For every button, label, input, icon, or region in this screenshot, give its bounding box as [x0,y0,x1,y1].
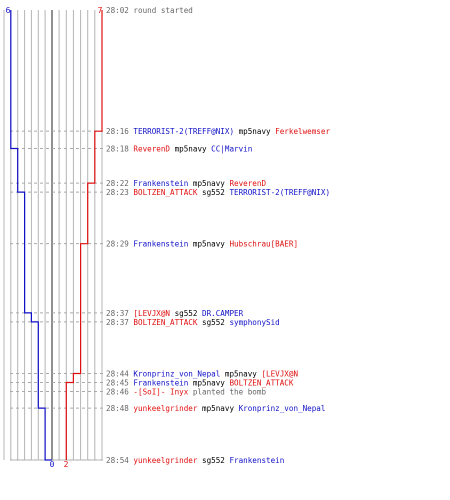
event-row: 28:22 Frankenstein mp5navy ReverenD [106,179,266,188]
event-time: 28:37 [106,309,129,318]
event-weapon: mp5navy [188,378,225,387]
team-a-end-count: 0 [50,460,55,469]
event-killer: TERRORIST-2(TREFF@NIX) [129,127,234,136]
event-row: 28:18 ReverenD mp5navy CC|Marvin [106,144,252,153]
event-log: 28:02 round started 28:16 TERRORIST-2(TRE… [106,6,330,465]
event-row: 28:23 BOLTZEN_ATTACK sg552 TERRORIST-2(T… [106,188,330,197]
event-killer: BOLTZEN_ATTACK [129,318,198,327]
event-weapon: sg552 [197,318,224,327]
event-weapon: sg552 [197,456,224,465]
event-time: 28:23 [106,188,129,197]
event-victim: Frankenstein [225,456,284,465]
event-victim: DR.CAMPER [197,309,243,318]
event-row: 28:44 Kronprinz_von_Nepal mp5navy [LEVJX… [106,369,298,378]
event-killer: Frankenstein [129,378,188,387]
event-row: 28:37 BOLTZEN_ATTACK sg552 symphonySid [106,318,280,327]
event-time: 28:02 [106,6,129,15]
event-actor: -[SoI]- Inyx [129,387,189,396]
event-row: 28:45 Frankenstein mp5navy BOLTZEN_ATTAC… [106,378,294,387]
event-killer: yunkeelgrinder [129,456,198,465]
event-victim: BOLTZEN_ATTACK [225,378,294,387]
event-weapon: mp5navy [188,240,225,249]
event-time: 28:44 [106,369,129,378]
event-time: 28:46 [106,387,129,396]
event-victim: [LEVJX@N [257,369,299,378]
event-killer: [LEVJX@N [129,309,171,318]
event-weapon: mp5navy [197,404,234,413]
event-killer: Frankenstein [129,179,188,188]
event-row: 28:29 Frankenstein mp5navy Hubschrau[BAE… [106,240,298,249]
event-killer: Frankenstein [129,240,188,249]
alive-lines [10,10,103,461]
event-time: 28:54 [106,456,129,465]
event-victim: Hubschrau[BAER] [225,240,298,249]
event-weapon: mp5navy [234,127,271,136]
event-victim: ReverenD [225,179,267,188]
event-time: 28:45 [106,378,129,387]
event-killer: BOLTZEN_ATTACK [129,188,198,197]
event-time: 28:29 [106,240,129,249]
event-killer: ReverenD [129,144,171,153]
event-row: 28:02 round started [106,6,193,15]
event-weapon: mp5navy [188,179,225,188]
event-weapon: sg552 [197,188,224,197]
event-victim: symphonySid [225,318,280,327]
event-time: 28:22 [106,179,129,188]
event-note: planted the bomb [188,387,266,396]
alive-count-labels: 6 7 0 2 [6,6,103,469]
event-row: 28:54 yunkeelgrinder sg552 Frankenstein [106,456,284,465]
event-time: 28:16 [106,127,129,136]
event-row: 28:48 yunkeelgrinder mp5navy Kronprinz_v… [106,404,325,413]
event-row: 28:37 [LEVJX@N sg552 DR.CAMPER [106,309,244,318]
event-note: round started [129,6,193,15]
event-row: 28:46 -[SoI]- Inyx planted the bomb [106,387,266,396]
event-row: 28:16 TERRORIST-2(TREFF@NIX) mp5navy Fer… [106,127,330,136]
event-weapon: sg552 [170,309,197,318]
event-weapon: mp5navy [170,144,207,153]
event-time: 28:48 [106,404,129,413]
team-b-start-count: 7 [98,6,103,15]
event-killer: Kronprinz_von_Nepal [129,369,220,378]
event-time: 28:18 [106,144,129,153]
event-killer: yunkeelgrinder [129,404,198,413]
event-time: 28:37 [106,318,129,327]
event-victim: Kronprinz_von_Nepal [234,404,325,413]
team-a-alive-line [10,10,52,461]
event-victim: CC|Marvin [207,144,253,153]
event-weapon: mp5navy [220,369,257,378]
team-b-alive-line [65,10,103,460]
event-victim: Ferkelwemser [271,127,331,136]
team-a-start-count: 6 [6,6,11,15]
team-b-end-count: 2 [64,460,69,469]
event-victim: TERRORIST-2(TREFF@NIX) [225,188,330,197]
